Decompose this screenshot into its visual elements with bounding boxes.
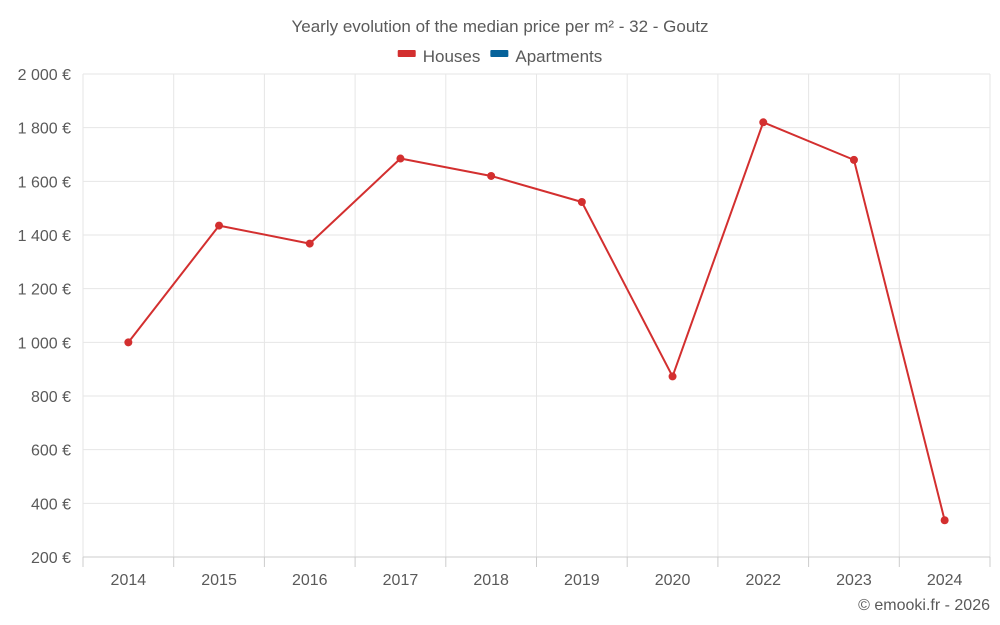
data-point-houses-2014[interactable] [124,338,133,347]
data-point-houses-2017[interactable] [396,154,405,163]
legend-swatch-apartments [490,50,509,57]
x-tick-label-2018: 2018 [473,572,509,589]
x-tick-label-2014: 2014 [111,572,147,589]
y-tick-label-800: 800 € [31,389,71,406]
y-tick-label-1800: 1 800 € [18,121,71,138]
x-tick-label-2023: 2023 [836,572,872,589]
x-tick-label-2015: 2015 [201,572,237,589]
data-point-houses-2024[interactable] [940,516,949,525]
x-tick-label-2017: 2017 [383,572,419,589]
legend-swatch-houses [397,50,416,57]
y-tick-label-600: 600 € [31,443,71,460]
legend-label-apartments: Apartments [515,47,602,66]
data-point-houses-2018[interactable] [487,171,496,180]
x-axis: 2014 2015 2016 2017 2018 2019 2020 2022 2023 2024 [82,556,991,589]
data-point-houses-2019[interactable] [577,197,586,206]
chart-title: Yearly evolution of the median price per… [291,17,708,36]
series-line-houses [127,121,946,521]
y-tick-label-1200: 1 200 € [18,282,71,299]
data-point-houses-2020[interactable] [668,372,677,381]
series-layer [124,118,949,525]
data-point-houses-2022[interactable] [759,118,768,127]
x-tick-label-2022: 2022 [745,572,781,589]
y-tick-label-1000: 1 000 € [18,335,71,352]
y-tick-label-200: 200 € [31,550,71,567]
legend: Houses Apartments [397,47,602,66]
data-point-houses-2016[interactable] [305,239,314,248]
legend-item-apartments[interactable]: Apartments [490,47,602,66]
y-axis: 200 € 400 € 600 € 800 € 1 000 € 1 200 € 1 400 … [18,67,71,567]
x-tick-label-2016: 2016 [292,572,328,589]
y-tick-label-1600: 1 600 € [18,174,71,191]
y-tick-label-1400: 1 400 € [18,228,71,245]
x-tick-label-2020: 2020 [655,572,691,589]
grid [82,73,991,558]
x-tick-label-2024: 2024 [927,572,963,589]
legend-item-houses[interactable]: Houses [397,47,481,66]
data-point-houses-2015[interactable] [215,221,224,230]
y-tick-label-400: 400 € [31,496,71,513]
legend-label-houses: Houses [423,47,481,66]
y-tick-label-2000: 2 000 € [18,67,71,84]
x-tick-label-2019: 2019 [564,572,600,589]
data-point-houses-2023[interactable] [849,155,858,164]
credit-text: © emooki.fr - 2026 [858,597,990,614]
